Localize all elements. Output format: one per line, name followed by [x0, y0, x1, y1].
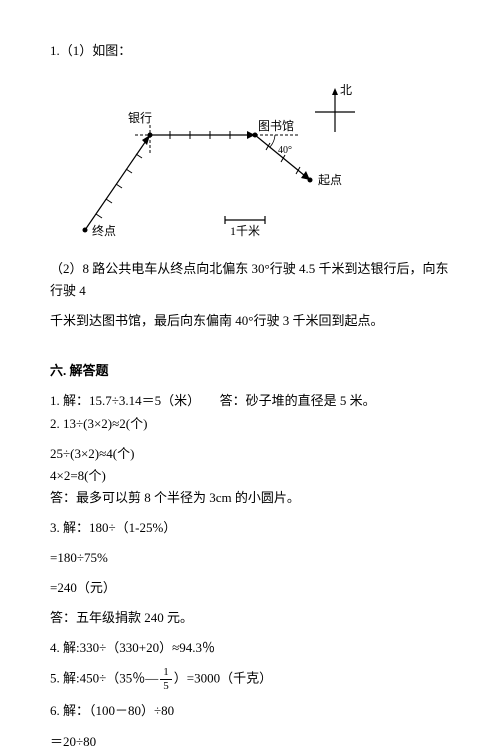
ans-2d: 答：最多可以剪 8 个半径为 3cm 的小圆片。	[50, 487, 450, 509]
ans-2b: 25÷(3×2)≈4(个)	[50, 443, 450, 465]
ans-1: 1. 解：15.7÷3.14＝5（米） 答：砂子堆的直径是 5 米。	[50, 390, 450, 412]
ans-4: 4. 解:330÷（330+20）≈94.3％	[50, 637, 450, 659]
compass-north-label: 北	[340, 83, 352, 97]
ans-6b: ＝20÷80	[50, 731, 450, 753]
ans-2c: 4×2=8(个)	[50, 465, 450, 487]
ans-3c: =240（元）	[50, 577, 450, 599]
q1-part2-line1: （2）8 路公共电车从终点向北偏东 30°行驶 4.5 千米到达银行后，向东行驶…	[50, 258, 450, 302]
library-label: 图书馆	[258, 118, 294, 133]
q1-part2-line2: 千米到达图书馆，最后向东偏南 40°行驶 3 千米回到起点。	[50, 310, 450, 332]
scale-label: 1千米	[230, 224, 260, 238]
fraction-one-fifth: 15	[160, 667, 172, 692]
ans-3d: 答：五年级捐款 240 元。	[50, 607, 450, 629]
ans-3a: 3. 解：180÷（1-25%）	[50, 517, 450, 539]
end-label: 终点	[92, 223, 116, 238]
ans-5-post: ）=3000（千克）	[174, 671, 272, 686]
ans-2a: 2. 13÷(3×2)≈2(个)	[50, 413, 450, 435]
start-label: 起点	[318, 173, 342, 187]
ans-5: 5. 解:450÷（35％—15）=3000（千克）	[50, 667, 450, 692]
bus-route-diagram: 北 终点 银行 图书馆 40°	[50, 80, 370, 240]
section-6-heading: 六. 解答题	[50, 360, 450, 382]
q1-title: 1.（1）如图：	[50, 40, 450, 62]
angle-label: 40°	[278, 145, 292, 156]
bank-label: 银行	[128, 111, 152, 125]
ans-5-pre: 5. 解:450÷（35％—	[50, 671, 158, 686]
ans-3b: =180÷75%	[50, 547, 450, 569]
ans-6a: 6. 解：（100－80）÷80	[50, 700, 450, 722]
